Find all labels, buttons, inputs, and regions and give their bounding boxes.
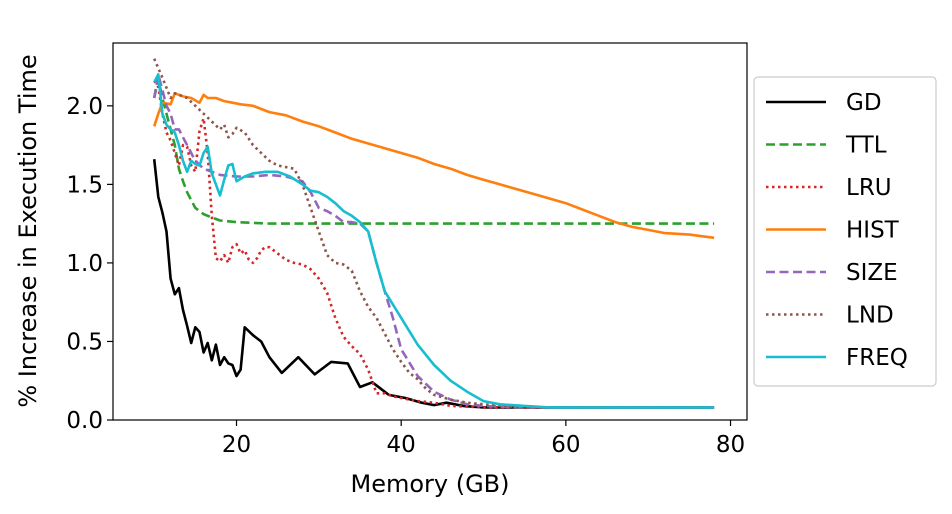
- series-line-freq: [153, 73, 715, 409]
- series-line-lnd: [153, 58, 715, 409]
- series-line-gd: [152, 159, 715, 409]
- y-tick-label: 0.5: [66, 329, 103, 355]
- y-tick-label: 1.0: [66, 251, 103, 277]
- legend-label-lnd: LND: [846, 303, 894, 329]
- x-axis: 20 40 60 80: [222, 420, 745, 458]
- y-tick-label: 0.0: [66, 408, 103, 434]
- y-tick-label: 1.5: [66, 172, 103, 198]
- x-tick-label: 60: [551, 432, 580, 458]
- y-axis-title: % Increase in Execution Time: [14, 54, 42, 407]
- x-axis-title: Memory (GB): [350, 470, 509, 498]
- legend: GD TTL LRU HIST SIZE LND FREQ: [753, 76, 937, 387]
- x-tick-label: 80: [716, 432, 745, 458]
- series-line-lru: [153, 79, 715, 409]
- series-line-ttl: [152, 77, 715, 225]
- series-layer: [152, 58, 715, 409]
- legend-box: [753, 76, 937, 387]
- legend-label-size: SIZE: [846, 260, 898, 286]
- legend-label-freq: FREQ: [846, 345, 908, 371]
- legend-label-lru: LRU: [846, 175, 892, 201]
- x-tick-label: 40: [387, 432, 416, 458]
- y-axis: 0.0 0.5 1.0 1.5 2.0: [66, 94, 113, 434]
- y-tick-label: 2.0: [66, 94, 103, 120]
- legend-label-gd: GD: [846, 90, 882, 116]
- plot-frame: [112, 42, 748, 421]
- x-tick-label: 20: [222, 432, 251, 458]
- series-line-size: [152, 73, 715, 409]
- legend-label-hist: HIST: [846, 218, 900, 244]
- legend-label-ttl: TTL: [845, 133, 887, 159]
- series-line-hist: [152, 92, 715, 240]
